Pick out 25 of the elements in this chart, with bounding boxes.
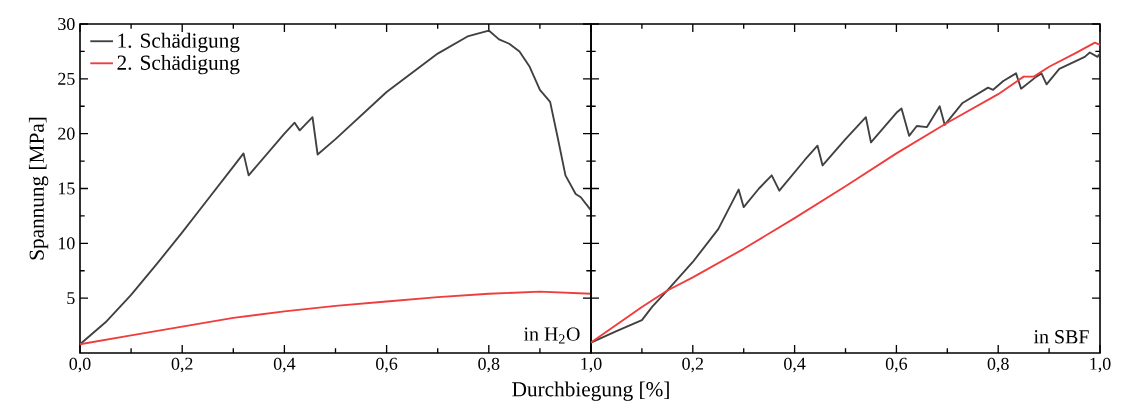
x-tick-label: 0,2 xyxy=(171,357,193,373)
y-tick-label: 15 xyxy=(58,182,75,195)
y-tick-label: 20 xyxy=(58,127,75,140)
y-tick-label: 5 xyxy=(67,292,75,305)
legend-label: 1. Schädigung xyxy=(118,32,240,53)
x-tick-label: 0,8 xyxy=(478,357,500,373)
x-tick-label: 0,6 xyxy=(376,357,398,373)
x-axis-title: Durchbiegung [%] xyxy=(512,381,669,401)
x-tick-label: 1,0 xyxy=(1090,357,1111,373)
y-tick-label: 25 xyxy=(58,72,75,85)
x-tick-label: 1,0 xyxy=(581,357,602,373)
x-tick-label: 0,4 xyxy=(273,357,296,373)
x-tick-label: 0,6 xyxy=(885,357,908,373)
y-tick-label: 10 xyxy=(58,237,75,250)
y-tick-label: 30 xyxy=(58,17,75,31)
y-axis-title: Spannung [MPa] xyxy=(28,117,49,260)
annotation: in SBF xyxy=(1033,330,1089,344)
line-series xyxy=(79,290,592,346)
annotation: in H$_{2}$O xyxy=(523,327,580,344)
x-tick-label: 0,8 xyxy=(987,357,1009,373)
x-tick-label: 0,4 xyxy=(784,357,806,373)
x-tick-label: 0,2 xyxy=(682,357,704,373)
x-tick-label: 0,0 xyxy=(69,357,91,373)
legend-label: 2. Schädigung xyxy=(117,54,240,75)
line-series xyxy=(79,29,592,346)
